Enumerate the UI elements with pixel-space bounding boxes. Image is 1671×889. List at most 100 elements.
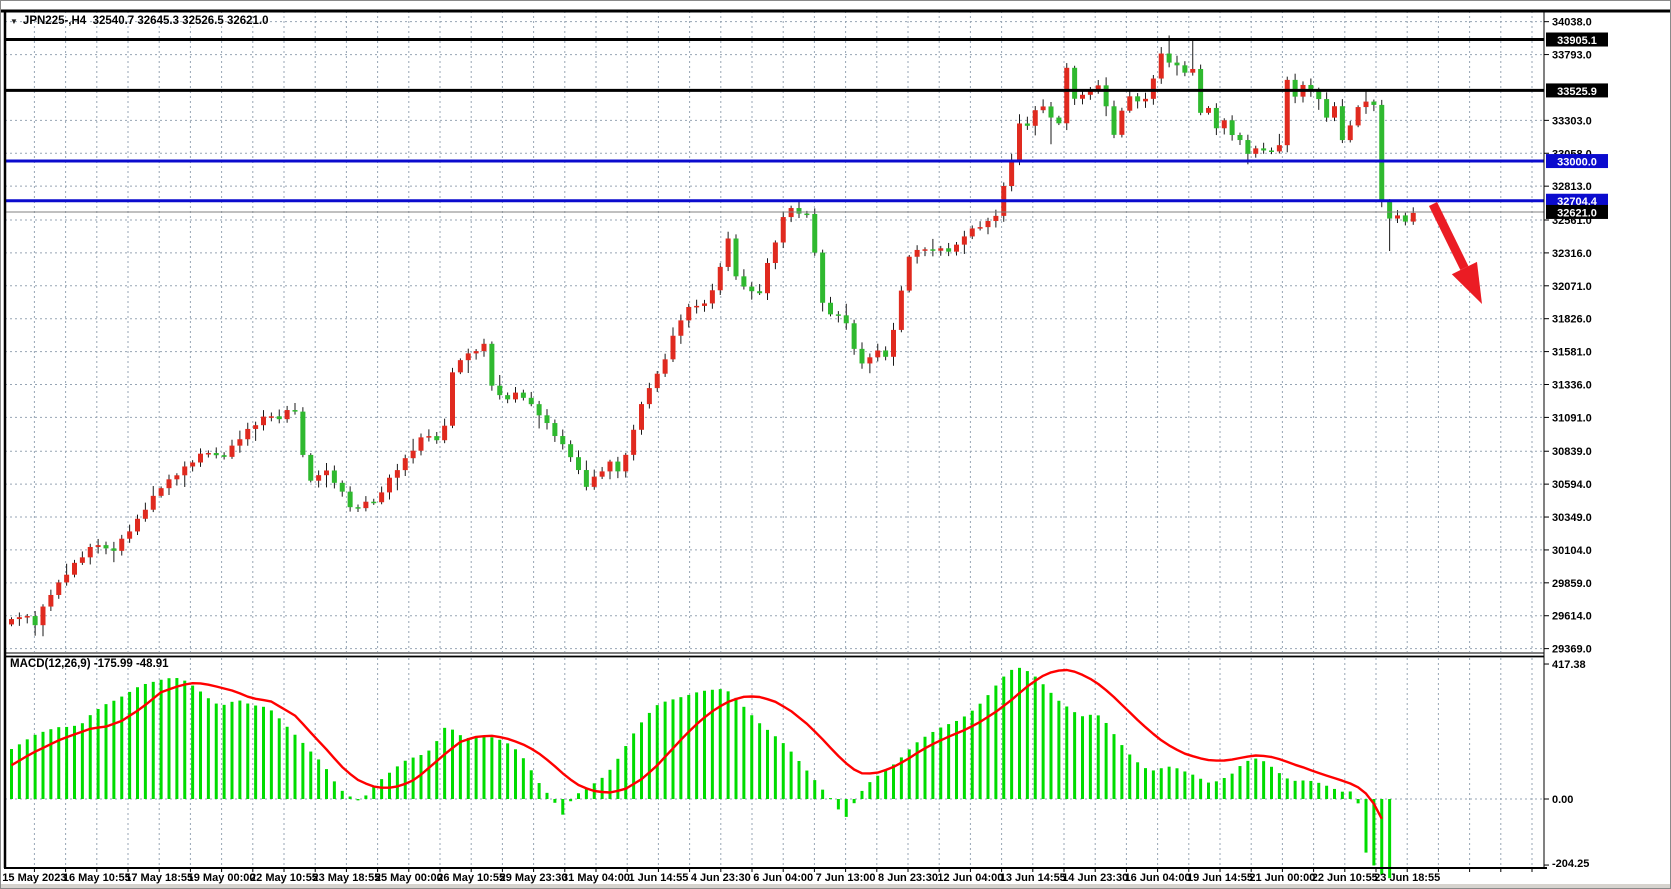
candle <box>402 458 408 471</box>
macd-histogram-bar <box>1270 766 1273 799</box>
candle <box>1182 65 1188 73</box>
macd-histogram-bar <box>388 772 391 799</box>
candle <box>205 453 211 455</box>
macd-histogram-bar <box>332 781 336 799</box>
price-tick-label: 30104.0 <box>1552 545 1592 557</box>
candle <box>780 217 786 243</box>
candle <box>292 410 298 412</box>
candle <box>1395 215 1400 219</box>
macd-histogram-bar <box>112 700 116 799</box>
candle <box>1308 84 1314 92</box>
macd-histogram-bar <box>482 735 486 799</box>
macd-histogram-bar <box>1096 715 1100 799</box>
candle <box>1166 53 1172 63</box>
price-axis[interactable]: 34038.033793.033303.033058.032813.032561… <box>1544 17 1592 870</box>
time-tick-label: 14 Jun 23:30 <box>1062 872 1128 884</box>
candle <box>1158 53 1164 79</box>
macd-histogram-bar <box>1073 712 1077 799</box>
candle <box>1174 62 1180 66</box>
macd-histogram-bar <box>529 770 533 799</box>
window-bottom-edge <box>1 884 1670 888</box>
candle <box>1127 96 1133 111</box>
macd-histogram-bar <box>1057 700 1061 799</box>
macd-histogram-bar <box>907 749 911 799</box>
candle <box>1087 89 1093 95</box>
macd-histogram-bar <box>1033 676 1037 799</box>
candle <box>1379 104 1385 202</box>
time-tick-label: 12 Jun 04:00 <box>937 872 1003 884</box>
macd-histogram-bar <box>80 723 84 799</box>
candle <box>190 462 196 467</box>
candles-layer[interactable] <box>9 35 1416 637</box>
candle <box>24 616 30 618</box>
macd-histogram-bar <box>821 789 825 799</box>
candle <box>686 307 692 321</box>
candle <box>969 228 975 237</box>
candle <box>284 410 290 420</box>
candle <box>1017 123 1022 161</box>
macd-histogram-bar <box>443 727 447 799</box>
macd-histogram-bar <box>380 779 384 799</box>
candle <box>261 416 266 426</box>
macd-layer[interactable] <box>10 667 1392 879</box>
candle <box>324 470 329 476</box>
candle <box>1048 106 1054 118</box>
time-tick-label: 22 Jun 10:55 <box>1312 872 1378 884</box>
macd-histogram-bar <box>1301 780 1305 799</box>
macd-histogram-bar <box>1309 780 1313 799</box>
candle <box>221 455 227 457</box>
arrow-head-icon <box>1451 261 1482 304</box>
macd-histogram-bar <box>128 691 132 799</box>
candle <box>1119 110 1125 135</box>
macd-histogram-bar <box>1136 762 1140 799</box>
candle <box>32 616 38 626</box>
trend-arrow[interactable] <box>1428 202 1482 304</box>
time-tick-label: 1 Jun 14:55 <box>628 872 688 884</box>
candle <box>891 329 896 357</box>
macd-histogram-bar <box>813 780 817 799</box>
price-tick-label: 29614.0 <box>1552 611 1592 623</box>
macd-histogram-bar <box>718 689 722 799</box>
candle <box>938 248 944 251</box>
macd-histogram-bar <box>1065 706 1069 799</box>
candle <box>954 244 959 252</box>
macd-histogram-bar <box>451 729 454 799</box>
price-tick-label: 33303.0 <box>1552 115 1592 127</box>
macd-histogram-bar <box>49 729 53 799</box>
macd-histogram-bar <box>340 790 344 799</box>
macd-histogram-bar <box>403 760 407 799</box>
macd-histogram-bar <box>1333 788 1336 799</box>
price-level-lines[interactable] <box>5 38 1544 213</box>
time-tick-label: 4 Jun 23:30 <box>691 872 751 884</box>
macd-histogram-bar <box>703 690 706 799</box>
macd-histogram-bar <box>876 775 880 799</box>
macd-histogram-bar <box>143 683 147 799</box>
candle <box>678 320 684 336</box>
macd-histogram-bar <box>521 758 525 799</box>
macd-histogram-bar <box>742 706 746 799</box>
macd-histogram-bar <box>781 743 785 799</box>
candle <box>749 286 755 292</box>
candle <box>450 372 455 426</box>
candle <box>828 302 833 315</box>
price-tick-label: 32813.0 <box>1552 181 1592 193</box>
candle <box>875 350 881 358</box>
macd-histogram-bar <box>466 737 470 799</box>
macd-histogram-bar <box>616 758 620 799</box>
candle <box>717 266 723 291</box>
macd-histogram-bar <box>1010 669 1014 799</box>
macd-histogram-bar <box>427 750 431 799</box>
candle <box>16 617 22 620</box>
candle <box>434 436 440 441</box>
ohlc-close: 32621.0 <box>226 15 269 27</box>
candle <box>1221 120 1227 129</box>
macd-histogram-bar <box>1018 667 1021 799</box>
macd-histogram-bar <box>1230 773 1234 799</box>
macd-main-value: -175.99 <box>93 658 133 670</box>
time-tick-label: 21 Jun 00:00 <box>1249 872 1315 884</box>
candle <box>1111 106 1117 135</box>
candle <box>394 470 400 478</box>
macd-histogram-bar <box>766 729 769 799</box>
